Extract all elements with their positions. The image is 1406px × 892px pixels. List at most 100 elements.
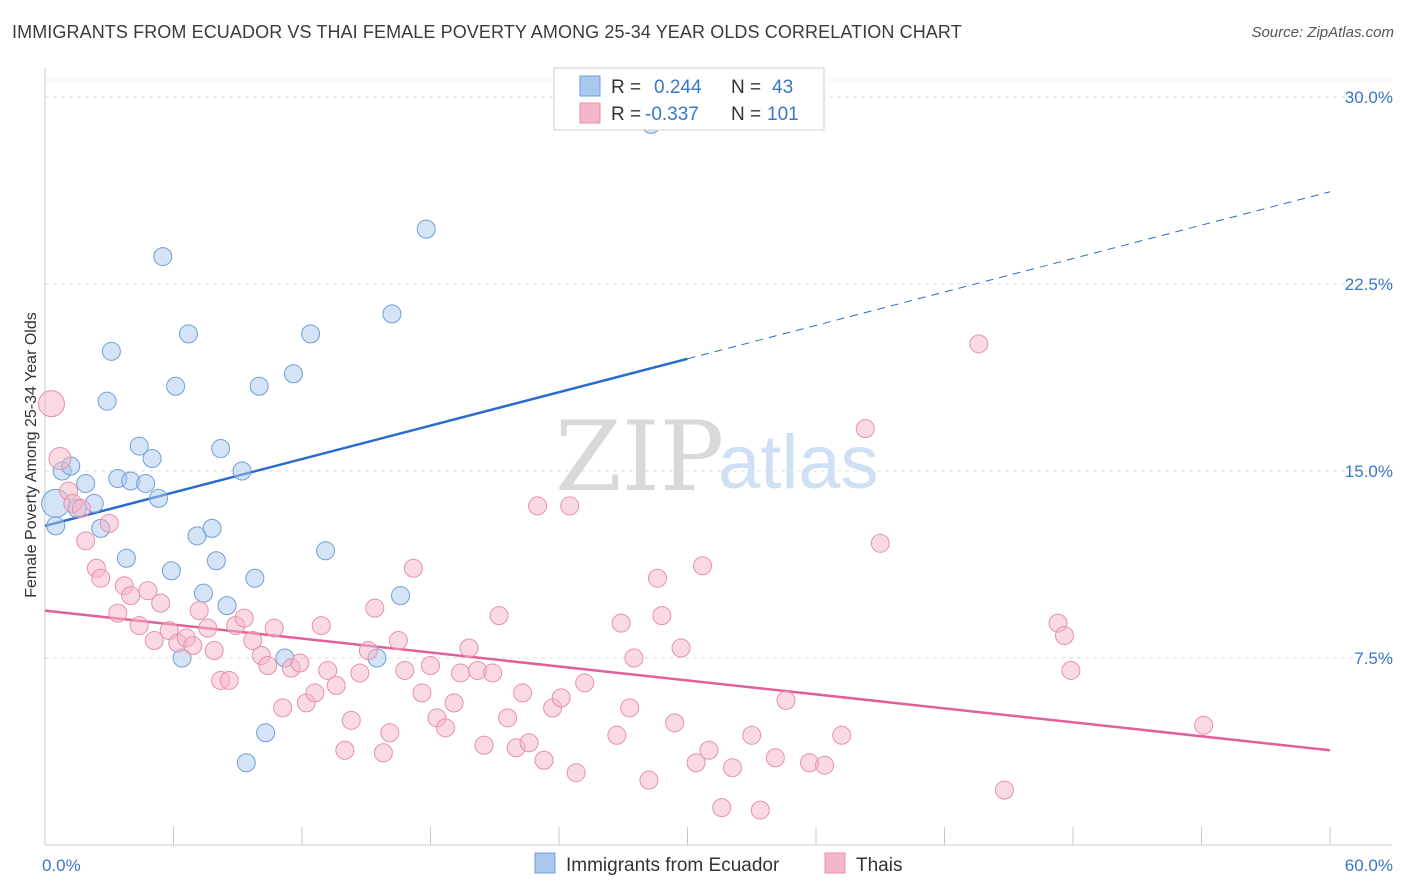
point-thais-80 — [686, 753, 706, 773]
point-thais-0 — [37, 390, 65, 418]
point-thais-35 — [305, 683, 325, 703]
point-thais-40 — [341, 710, 361, 730]
point-thais-69 — [566, 763, 586, 783]
point-thais-53 — [444, 693, 464, 713]
point-thais-20 — [189, 601, 209, 621]
point-ecuador-18 — [161, 561, 181, 581]
legend-n-value-ecuador: 43 — [772, 77, 793, 98]
point-ecuador-13 — [129, 436, 149, 456]
point-thais-76 — [648, 568, 668, 588]
chart-title: IMMIGRANTS FROM ECUADOR VS THAI FEMALE P… — [12, 22, 962, 42]
point-ecuador-36 — [316, 541, 336, 561]
point-thais-64 — [528, 496, 548, 516]
point-ecuador-28 — [232, 461, 252, 481]
point-thais-5 — [76, 531, 96, 551]
point-ecuador-11 — [116, 548, 136, 568]
series-legend: Immigrants from Ecuador Thais — [534, 852, 902, 876]
y-tick-label-3: 30.0% — [1345, 88, 1393, 107]
trend-line-ecuador-extension — [687, 191, 1331, 360]
gridlines — [45, 79, 1392, 659]
point-thais-87 — [765, 748, 785, 768]
point-thais-91 — [832, 725, 852, 745]
x-tick-label-0: 0.0% — [42, 856, 81, 875]
legend-r-value-ecuador: 0.244 — [654, 77, 702, 98]
series-legend-label-ecuador: Immigrants from Ecuador — [566, 855, 780, 876]
point-thais-75 — [639, 770, 659, 790]
point-thais-54 — [450, 663, 470, 683]
data-points — [37, 114, 1214, 820]
point-thais-65 — [534, 750, 554, 770]
legend-r-label-thais: R = — [611, 104, 641, 125]
point-thais-59 — [489, 606, 509, 626]
point-thais-24 — [219, 670, 239, 690]
point-ecuador-40 — [416, 219, 436, 239]
point-ecuador-16 — [149, 488, 169, 508]
point-thais-13 — [138, 581, 158, 601]
point-ecuador-27 — [217, 596, 237, 616]
point-thais-57 — [474, 735, 494, 755]
point-thais-58 — [483, 663, 503, 683]
point-thais-93 — [870, 533, 890, 553]
point-thais-99 — [1194, 715, 1214, 735]
legend-n-label-thais: N = — [731, 104, 761, 125]
point-thais-83 — [712, 798, 732, 818]
point-thais-77 — [652, 606, 672, 626]
legend-swatch-thais — [579, 102, 601, 124]
point-ecuador-23 — [193, 583, 213, 603]
y-tick-label-1: 15.0% — [1345, 462, 1393, 481]
point-thais-11 — [121, 586, 141, 606]
point-thais-86 — [750, 800, 770, 820]
point-thais-38 — [326, 675, 346, 695]
point-thais-43 — [365, 598, 385, 618]
point-thais-94 — [969, 334, 989, 354]
point-thais-72 — [611, 613, 631, 633]
point-ecuador-24 — [202, 518, 222, 538]
point-thais-74 — [624, 648, 644, 668]
point-ecuador-1 — [46, 516, 66, 536]
legend-r-value-thais: -0.337 — [645, 104, 699, 125]
point-thais-36 — [311, 616, 331, 636]
legend-swatch-ecuador — [579, 75, 601, 97]
tick-labels: 7.5% 15.0% 22.5% 30.0% 0.0% 60.0% — [42, 88, 1393, 875]
point-ecuador-19 — [166, 376, 186, 396]
point-thais-42 — [358, 641, 378, 661]
point-ecuador-8 — [97, 391, 117, 411]
point-thais-22 — [204, 641, 224, 661]
point-thais-68 — [560, 496, 580, 516]
point-thais-14 — [144, 631, 164, 651]
x-tick-label-1: 60.0% — [1345, 856, 1393, 875]
point-ecuador-5 — [76, 473, 96, 493]
point-thais-85 — [742, 725, 762, 745]
point-thais-7 — [91, 568, 111, 588]
point-ecuador-22 — [187, 526, 207, 546]
point-thais-41 — [350, 663, 370, 683]
point-thais-29 — [258, 655, 278, 675]
point-thais-33 — [290, 653, 310, 673]
point-thais-46 — [388, 631, 408, 651]
point-thais-27 — [243, 631, 263, 651]
point-thais-60 — [498, 708, 518, 728]
point-thais-88 — [776, 690, 796, 710]
point-thais-90 — [815, 755, 835, 775]
point-ecuador-9 — [101, 341, 121, 361]
point-ecuador-38 — [382, 304, 402, 324]
point-thais-62 — [513, 683, 533, 703]
point-ecuador-26 — [211, 439, 231, 459]
point-ecuador-21 — [178, 324, 198, 344]
point-ecuador-29 — [245, 568, 265, 588]
point-thais-71 — [607, 725, 627, 745]
point-thais-30 — [264, 618, 284, 638]
point-thais-15 — [151, 593, 171, 613]
source-label: Source: ZipAtlas.com — [1251, 24, 1394, 41]
point-ecuador-34 — [283, 364, 303, 384]
point-thais-26 — [234, 608, 254, 628]
point-thais-44 — [373, 743, 393, 763]
point-thais-4 — [71, 498, 91, 518]
series-legend-swatch-ecuador — [534, 852, 556, 874]
point-thais-37 — [318, 660, 338, 680]
y-tick-label-0: 7.5% — [1354, 649, 1393, 668]
point-ecuador-14 — [136, 473, 156, 493]
axes — [44, 68, 1392, 846]
point-thais-63 — [519, 733, 539, 753]
point-thais-84 — [722, 758, 742, 778]
